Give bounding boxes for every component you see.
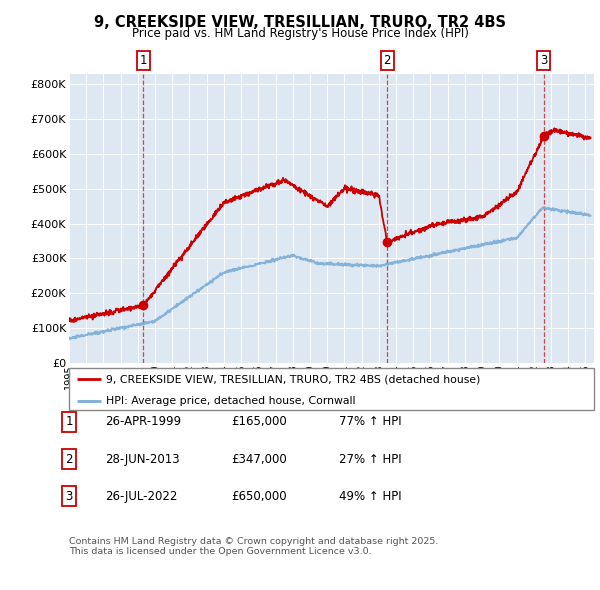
Text: 3: 3 <box>540 54 547 67</box>
Text: 2: 2 <box>383 54 391 67</box>
Text: Price paid vs. HM Land Registry's House Price Index (HPI): Price paid vs. HM Land Registry's House … <box>131 27 469 40</box>
Text: £650,000: £650,000 <box>231 490 287 503</box>
Text: £165,000: £165,000 <box>231 415 287 428</box>
Text: 27% ↑ HPI: 27% ↑ HPI <box>339 453 401 466</box>
Text: 1: 1 <box>140 54 147 67</box>
Text: £347,000: £347,000 <box>231 453 287 466</box>
Text: 3: 3 <box>65 490 73 503</box>
Text: 9, CREEKSIDE VIEW, TRESILLIAN, TRURO, TR2 4BS: 9, CREEKSIDE VIEW, TRESILLIAN, TRURO, TR… <box>94 15 506 30</box>
Text: 1: 1 <box>65 415 73 428</box>
FancyBboxPatch shape <box>69 368 594 410</box>
Text: 77% ↑ HPI: 77% ↑ HPI <box>339 415 401 428</box>
Text: 26-JUL-2022: 26-JUL-2022 <box>105 490 178 503</box>
Text: 49% ↑ HPI: 49% ↑ HPI <box>339 490 401 503</box>
Text: Contains HM Land Registry data © Crown copyright and database right 2025.
This d: Contains HM Land Registry data © Crown c… <box>69 537 439 556</box>
Text: 9, CREEKSIDE VIEW, TRESILLIAN, TRURO, TR2 4BS (detached house): 9, CREEKSIDE VIEW, TRESILLIAN, TRURO, TR… <box>106 375 480 385</box>
Text: 26-APR-1999: 26-APR-1999 <box>105 415 181 428</box>
Text: 2: 2 <box>65 453 73 466</box>
Text: 28-JUN-2013: 28-JUN-2013 <box>105 453 179 466</box>
Text: HPI: Average price, detached house, Cornwall: HPI: Average price, detached house, Corn… <box>106 396 355 406</box>
